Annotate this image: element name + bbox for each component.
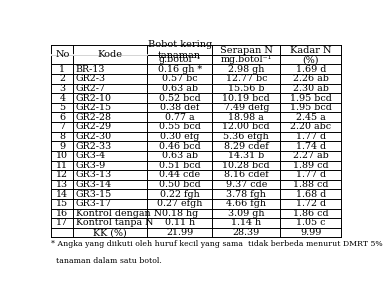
Text: BR-13: BR-13 [75, 65, 105, 74]
Text: KK (%): KK (%) [93, 228, 127, 237]
Text: 0.50 bcd: 0.50 bcd [159, 180, 201, 189]
Text: 9.37 cde: 9.37 cde [226, 180, 267, 189]
Text: 0.11 h: 0.11 h [165, 218, 195, 227]
Text: 5.36 efgh: 5.36 efgh [223, 132, 269, 141]
Text: 0.27 efgh: 0.27 efgh [157, 199, 202, 208]
Text: 0.38 def: 0.38 def [160, 103, 199, 112]
Text: 0.52 bcd: 0.52 bcd [159, 94, 201, 103]
Text: 7.49 defg: 7.49 defg [224, 103, 269, 112]
Text: 5: 5 [59, 103, 65, 112]
Text: 14: 14 [56, 190, 68, 199]
Text: (%): (%) [303, 55, 319, 64]
Text: Kontrol tanpa N: Kontrol tanpa N [75, 218, 153, 227]
Text: 1.74 d: 1.74 d [296, 142, 326, 151]
Text: Kode: Kode [98, 51, 123, 59]
Text: 1.72 d: 1.72 d [296, 199, 326, 208]
Text: 0.16 gh *: 0.16 gh * [157, 65, 202, 74]
Text: 2.30 ab: 2.30 ab [293, 84, 329, 93]
Text: Kadar N: Kadar N [290, 46, 331, 55]
Text: 7: 7 [59, 122, 65, 132]
Text: GR3-13: GR3-13 [75, 170, 112, 180]
Text: GR3-15: GR3-15 [75, 190, 112, 199]
Text: 18.98 a: 18.98 a [228, 113, 264, 122]
Text: 3.09 gh: 3.09 gh [228, 209, 265, 218]
Text: 1.77 d: 1.77 d [296, 132, 326, 141]
Text: mg.botol⁻¹: mg.botol⁻¹ [221, 55, 272, 64]
Text: 2.27 ab: 2.27 ab [293, 151, 329, 160]
Text: 6: 6 [59, 113, 65, 122]
Text: 0.51 bcd: 0.51 bcd [159, 161, 201, 170]
Text: 1.95 bcd: 1.95 bcd [290, 103, 332, 112]
Text: 1: 1 [59, 65, 65, 74]
Text: 11: 11 [56, 161, 68, 170]
Text: 1.14 h: 1.14 h [231, 218, 261, 227]
Text: 4: 4 [59, 94, 65, 103]
Text: 3.78 fgh: 3.78 fgh [226, 190, 266, 199]
Text: GR3-14: GR3-14 [75, 180, 112, 189]
Text: 0.55 bcd: 0.55 bcd [159, 122, 201, 132]
Text: 0.46 bcd: 0.46 bcd [159, 142, 201, 151]
Text: 2: 2 [59, 74, 65, 83]
Text: 0.77 a: 0.77 a [165, 113, 195, 122]
Text: 0.44 cde: 0.44 cde [159, 170, 200, 180]
Text: 12.00 bcd: 12.00 bcd [223, 122, 270, 132]
Text: GR2-10: GR2-10 [75, 94, 111, 103]
Text: GR2-28: GR2-28 [75, 113, 111, 122]
Text: 2.20 abc: 2.20 abc [290, 122, 331, 132]
Text: 0.63 ab: 0.63 ab [162, 151, 198, 160]
Text: GR3-17: GR3-17 [75, 199, 112, 208]
Text: 12.77 bc: 12.77 bc [226, 74, 267, 83]
Text: 2.98 gh: 2.98 gh [228, 65, 264, 74]
Text: 1.68 d: 1.68 d [296, 190, 326, 199]
Text: GR2-3: GR2-3 [75, 74, 106, 83]
Text: 8.29 cdef: 8.29 cdef [224, 142, 268, 151]
Text: 8.16 cdef: 8.16 cdef [224, 170, 268, 180]
Text: 12: 12 [56, 170, 68, 180]
Text: GR2-15: GR2-15 [75, 103, 112, 112]
Text: 16: 16 [56, 209, 68, 218]
Text: 17: 17 [56, 218, 68, 227]
Text: GR2-29: GR2-29 [75, 122, 112, 132]
Text: * Angka yang diikuti oleh huruf kecil yang sama  tidak berbeda menurut DMRT 5%. : * Angka yang diikuti oleh huruf kecil ya… [51, 240, 383, 248]
Text: 0.63 ab: 0.63 ab [162, 84, 198, 93]
Text: GR3-4: GR3-4 [75, 151, 106, 160]
Text: 15.56 b: 15.56 b [228, 84, 265, 93]
Text: 9.99: 9.99 [300, 228, 321, 237]
Text: 8: 8 [59, 132, 65, 141]
Text: tanaman dalam satu botol.: tanaman dalam satu botol. [51, 257, 162, 265]
Text: 1.86 cd: 1.86 cd [293, 209, 329, 218]
Text: 10.28 bcd: 10.28 bcd [223, 161, 270, 170]
Text: 1.89 cd: 1.89 cd [293, 161, 329, 170]
Text: 0.18 hg: 0.18 hg [162, 209, 198, 218]
Text: 1.88 cd: 1.88 cd [293, 180, 329, 189]
Text: GR3-9: GR3-9 [75, 161, 106, 170]
Text: 4.66 fgh: 4.66 fgh [226, 199, 266, 208]
Text: 2.26 ab: 2.26 ab [293, 74, 329, 83]
Text: 15: 15 [56, 199, 68, 208]
Text: Bobot kering
tanaman: Bobot kering tanaman [147, 40, 212, 60]
Text: 2.45 a: 2.45 a [296, 113, 326, 122]
Text: 0.30 efg: 0.30 efg [160, 132, 199, 141]
Text: 3: 3 [59, 84, 65, 93]
Text: 1.05 c: 1.05 c [296, 218, 326, 227]
Text: 9: 9 [59, 142, 65, 151]
Text: 28.39: 28.39 [232, 228, 260, 237]
Text: g.botol⁻¹: g.botol⁻¹ [159, 55, 201, 64]
Text: Serapan N: Serapan N [220, 46, 273, 55]
Text: 13: 13 [56, 180, 68, 189]
Text: 1.77 d: 1.77 d [296, 170, 326, 180]
Text: No: No [55, 51, 69, 59]
Text: 21.99: 21.99 [166, 228, 193, 237]
Text: GR2-30: GR2-30 [75, 132, 112, 141]
Text: GR2-33: GR2-33 [75, 142, 112, 151]
Text: 0.22 fgh: 0.22 fgh [160, 190, 200, 199]
Text: 0.57 bc: 0.57 bc [162, 74, 198, 83]
Text: Kontrol dengan N: Kontrol dengan N [75, 209, 162, 218]
Text: GR2-7: GR2-7 [75, 84, 106, 93]
Text: 14.31 b: 14.31 b [228, 151, 264, 160]
Text: 10: 10 [56, 151, 68, 160]
Text: 1.95 bcd: 1.95 bcd [290, 94, 332, 103]
Text: 1.69 d: 1.69 d [296, 65, 326, 74]
Text: 10.19 bcd: 10.19 bcd [223, 94, 270, 103]
